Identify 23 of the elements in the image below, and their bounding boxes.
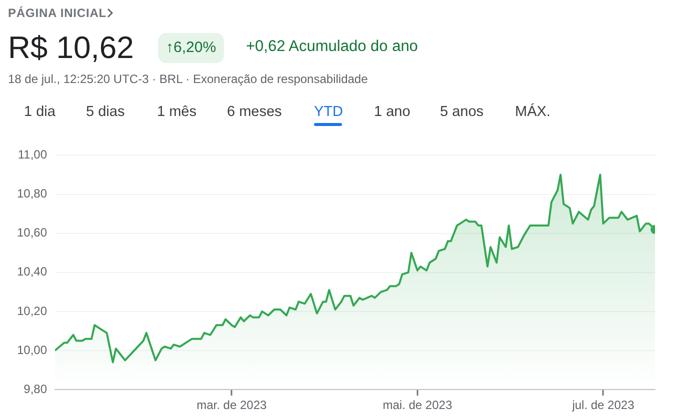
y-tick-label: 10,40 (16, 264, 48, 279)
text: 5 anos (440, 104, 484, 120)
text: 18 de jul., 12:25:20 UTC-3 · BRL · Exoneração de responsabilidade (8, 72, 368, 86)
text: 1 dia (24, 104, 56, 120)
text: 1 mês (157, 104, 196, 120)
text: 6 meses (227, 104, 282, 120)
text: ↑6,20% (158, 33, 224, 63)
y-tick-label: 10,00 (16, 342, 48, 357)
text: PÁGINA INICIAL (8, 6, 106, 20)
text: 5 dias (86, 104, 125, 120)
x-tick-label: mai. de 2023 (382, 398, 452, 412)
y-tick-label: 10,20 (16, 304, 48, 318)
x-tick-label: jul. de 2023 (571, 398, 635, 412)
text: 1 ano (374, 104, 410, 120)
y-tick-label: 9,80 (24, 382, 48, 396)
y-tick-label: 10,80 (16, 186, 48, 201)
x-tick-label: mar. de 2023 (196, 398, 267, 412)
chart-title: R$ 10,62 (8, 30, 134, 66)
text: +0,62 Acumulado do ano (246, 38, 418, 56)
text: MÁX. (515, 104, 550, 120)
text: YTD (314, 104, 343, 120)
y-tick-label: 10,60 (16, 226, 48, 240)
y-tick-label: 11,00 (18, 148, 48, 162)
